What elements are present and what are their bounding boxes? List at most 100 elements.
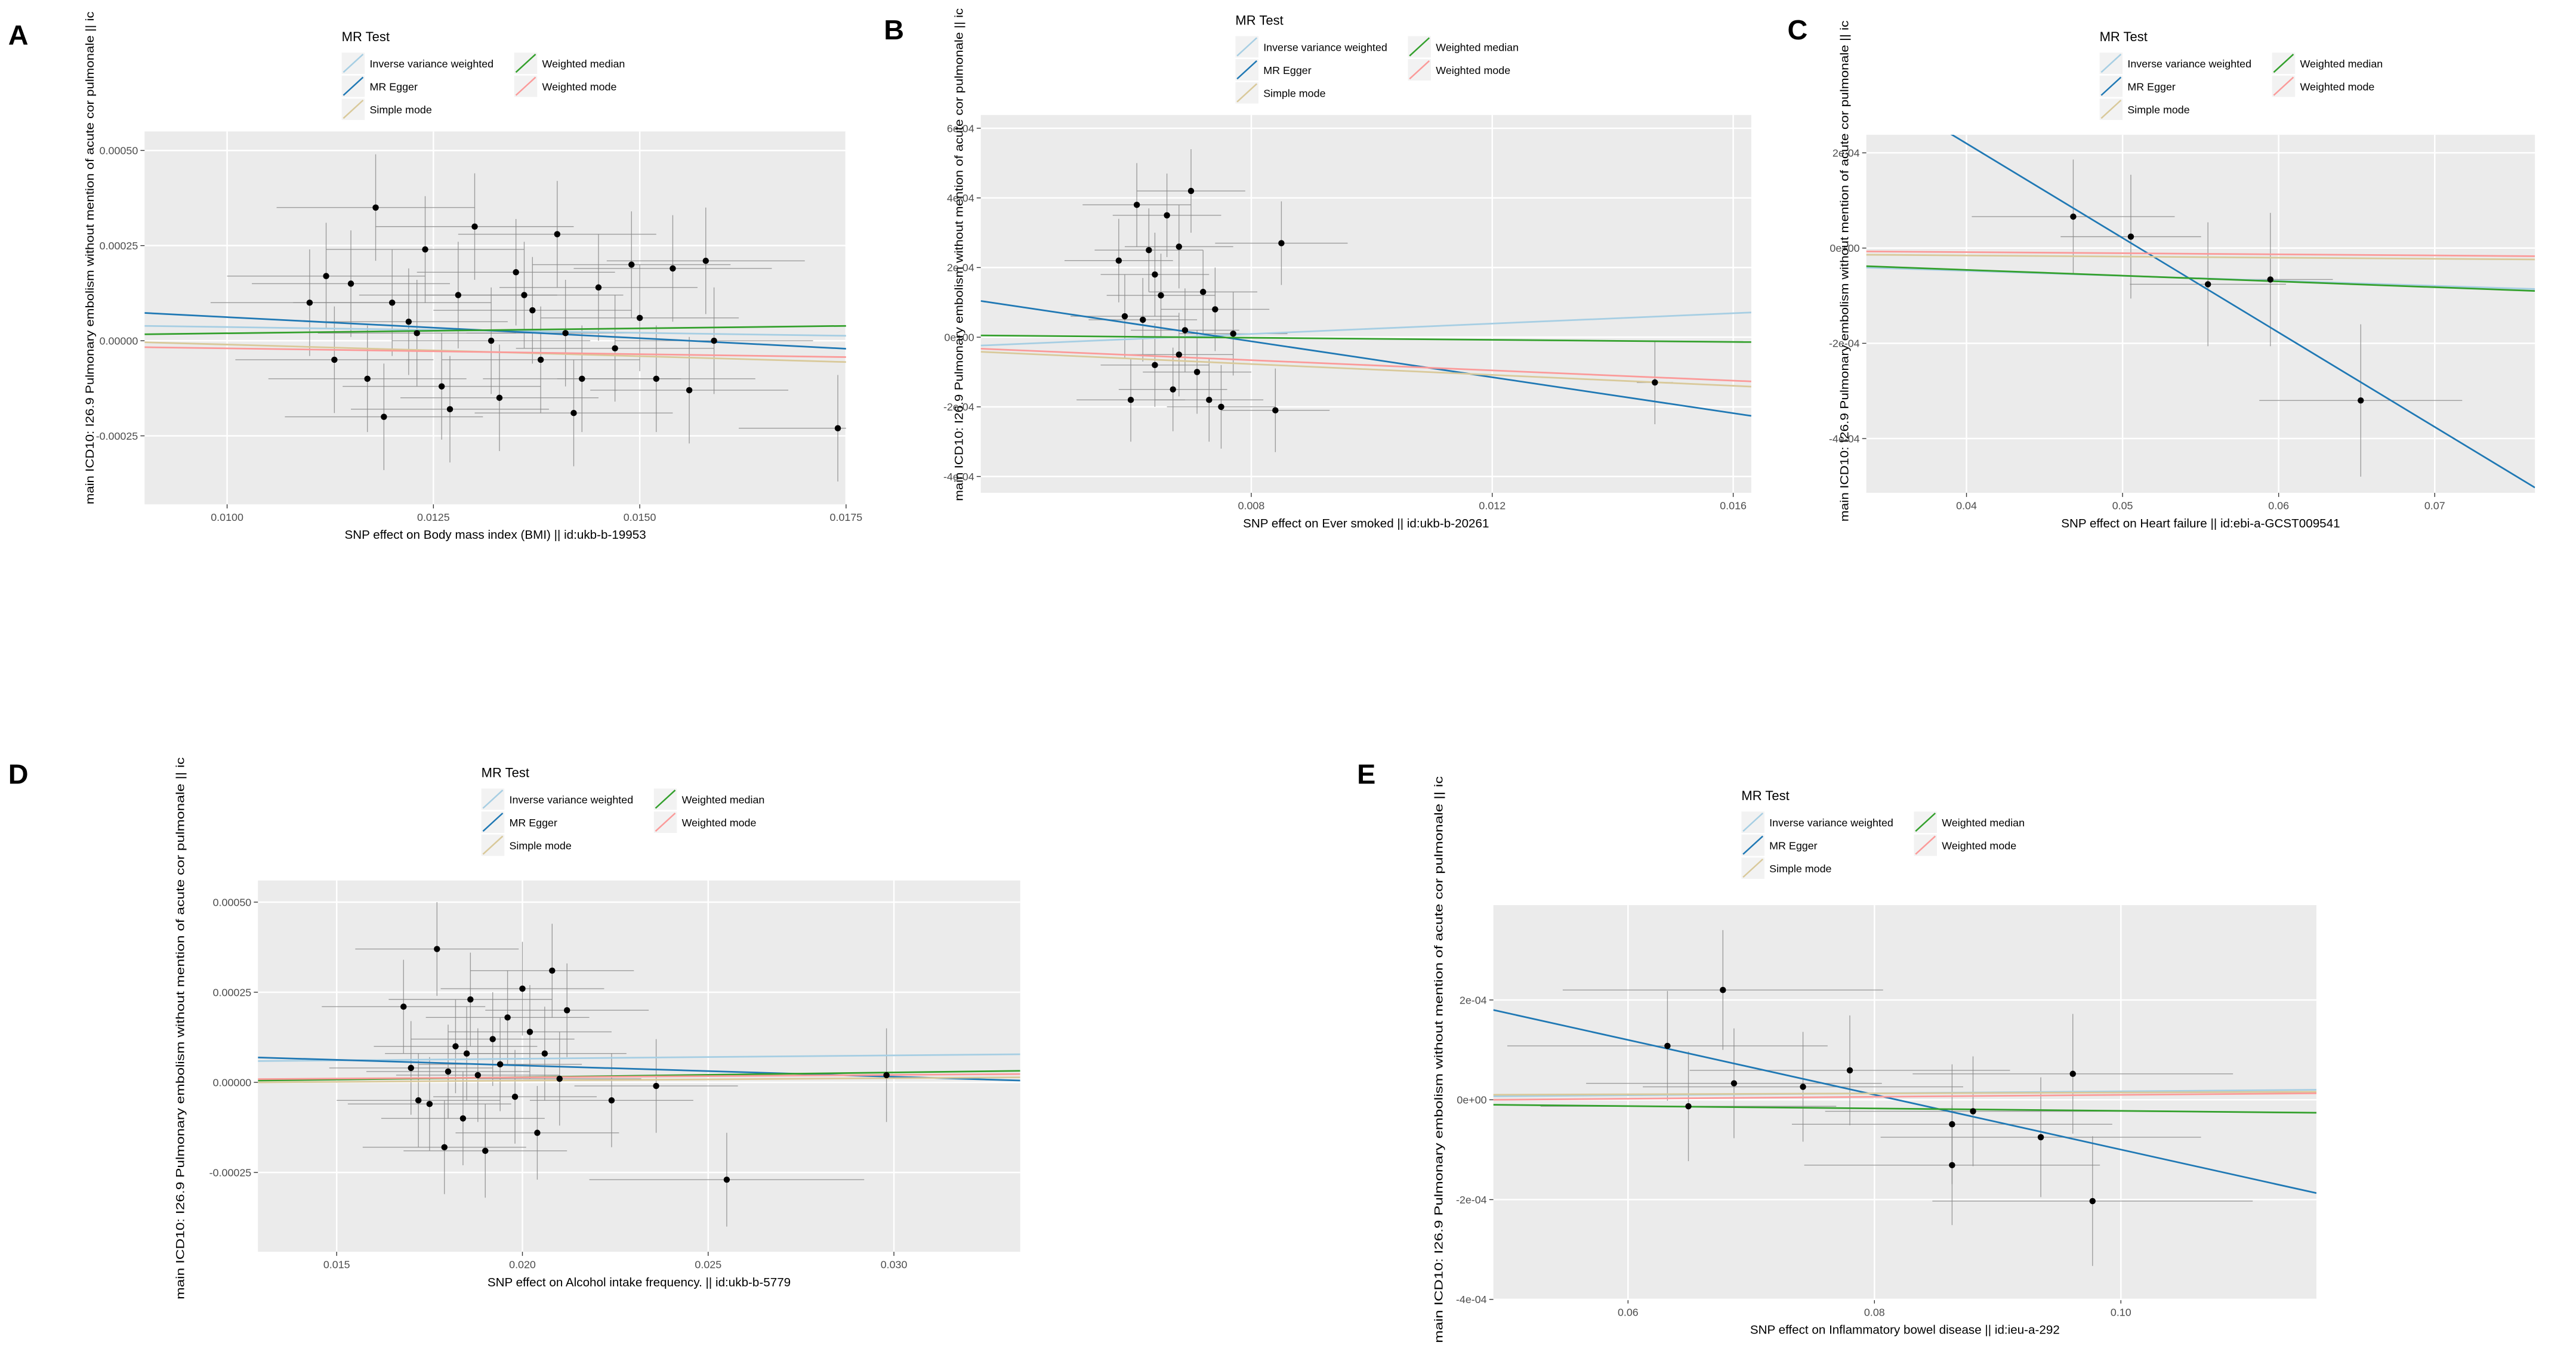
x-tick-label: 0.0100 <box>211 511 243 523</box>
point <box>834 425 841 431</box>
legend-key-line <box>1742 835 1764 855</box>
mr-line <box>1493 1009 2316 1194</box>
point <box>608 1097 615 1104</box>
point <box>1158 292 1164 299</box>
legend-label: Weighted mode <box>1942 839 2016 851</box>
point <box>459 1115 467 1122</box>
point <box>496 394 503 401</box>
mr-line <box>980 311 1751 347</box>
point <box>1181 327 1189 334</box>
point <box>1720 987 1726 993</box>
point <box>434 946 440 952</box>
mr-line <box>980 334 1751 343</box>
point <box>323 273 329 279</box>
mr-line <box>258 1053 1020 1062</box>
point <box>405 318 412 325</box>
y-tick-label: 0.00025 <box>100 240 138 252</box>
x-tick-label: 0.020 <box>509 1259 536 1271</box>
point <box>489 1036 496 1042</box>
legend-label: Inverse variance weighted <box>1263 41 1387 53</box>
plot-background <box>980 115 1751 493</box>
point <box>441 1144 448 1151</box>
point <box>1139 316 1146 323</box>
mr-line <box>1950 134 2535 489</box>
y-tick-label: 0.00000 <box>213 1076 252 1088</box>
point <box>636 314 643 322</box>
x-tick-label: 0.012 <box>1479 500 1506 512</box>
point <box>381 413 387 420</box>
y-tick-label: 0.00000 <box>100 335 138 347</box>
x-tick-label: 0.0175 <box>830 511 863 523</box>
legend-key-line <box>343 76 364 96</box>
x-tick-label: 0.07 <box>2424 500 2445 512</box>
panel: B 0.008 0.012 0.016 6e-04 4e-04 2e-04 0e+00 -2e-… <box>884 8 1751 530</box>
point <box>347 280 354 287</box>
point <box>1146 247 1152 254</box>
x-tick-label: 0.0150 <box>624 511 656 523</box>
legend-label: Weighted mode <box>682 817 757 829</box>
point <box>1164 212 1170 219</box>
x-tick-label: 0.05 <box>2112 500 2133 512</box>
legend-title: MR Test <box>342 29 390 44</box>
x-tick-label: 0.015 <box>323 1259 350 1271</box>
point <box>595 284 602 291</box>
point <box>653 375 660 382</box>
legend-key-line <box>515 54 536 73</box>
point <box>504 1014 511 1021</box>
y-tick-label: -2e-04 <box>1456 1194 1487 1206</box>
point <box>513 269 519 276</box>
x-axis-label: SNP effect on Body mass index (BMI) || i… <box>344 528 646 542</box>
panel: A 0.0100 0.0125 0.0150 0.0175 0.00050 0.00025 0… <box>8 11 863 542</box>
legend-label: Inverse variance weighted <box>369 58 493 70</box>
legend-title: MR Test <box>2100 29 2148 44</box>
y-tick-label: -2e-04 <box>943 401 974 413</box>
point <box>1685 1103 1692 1110</box>
x-tick-label: 0.025 <box>695 1259 721 1271</box>
legend-label: MR Egger <box>2127 81 2176 92</box>
point <box>1133 202 1140 208</box>
point <box>534 1129 541 1136</box>
y-axis-label: main ICD10: I26.9 Pulmonary embolism wit… <box>1432 776 1445 1343</box>
legend-key-line <box>482 835 504 855</box>
legend-key-line <box>1409 60 1430 80</box>
mr-line <box>1866 265 2535 292</box>
point <box>529 307 536 314</box>
legend-key-line <box>655 789 676 809</box>
point <box>1152 271 1158 278</box>
y-tick-label: 2e-04 <box>1832 147 1860 159</box>
mr-line <box>258 1057 1020 1082</box>
point <box>1176 351 1183 358</box>
point <box>446 406 454 413</box>
y-tick-label: -0.00025 <box>209 1166 252 1178</box>
mr-line <box>1866 254 2535 261</box>
legend-key-line <box>1742 812 1764 832</box>
point <box>467 996 474 1003</box>
point <box>422 246 428 253</box>
legend-label: MR Egger <box>1263 64 1312 76</box>
point <box>455 292 462 298</box>
legend-key-line <box>1409 37 1430 57</box>
panel-letter: E <box>1357 758 1375 789</box>
point <box>1949 1162 1955 1169</box>
point <box>562 330 569 337</box>
y-tick-label: 0.00025 <box>213 986 252 998</box>
legend-key-line <box>343 100 364 119</box>
point <box>1970 1108 1976 1115</box>
x-tick-label: 0.10 <box>2111 1306 2131 1318</box>
point <box>2070 213 2077 220</box>
point <box>452 1043 459 1050</box>
point <box>554 231 561 237</box>
point <box>570 410 577 416</box>
point <box>1170 386 1176 393</box>
point <box>388 300 396 306</box>
legend-title: MR Test <box>482 765 529 780</box>
legend-label: Weighted median <box>682 794 765 805</box>
point <box>526 1029 533 1035</box>
point <box>1193 369 1201 375</box>
point <box>653 1082 659 1089</box>
legend-key-line <box>1915 835 1936 855</box>
x-tick-label: 0.04 <box>1956 500 1977 512</box>
panel-letter: A <box>8 19 29 50</box>
point <box>1152 362 1158 369</box>
x-tick-label: 0.06 <box>1618 1306 1639 1318</box>
